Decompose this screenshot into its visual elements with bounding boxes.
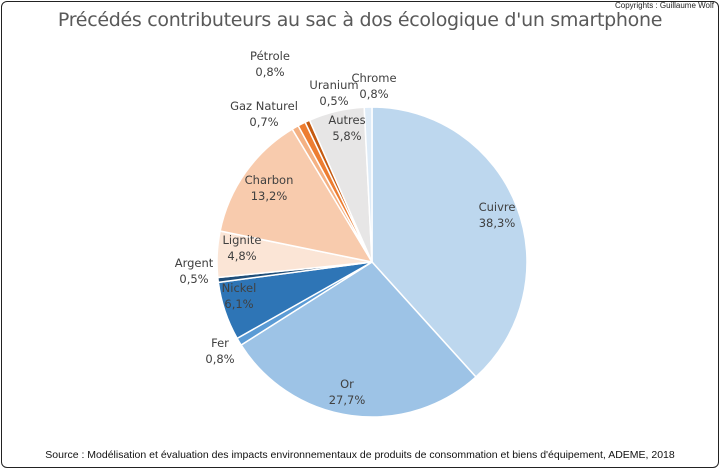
slice-name: Autres: [328, 113, 366, 127]
slice-value: 0,8%: [255, 65, 285, 79]
data-label: Autres 5,8%: [328, 112, 365, 144]
slice-value: 5,8%: [332, 129, 362, 143]
data-label: Argent 0,5%: [175, 255, 214, 287]
slice-value: 27,7%: [328, 393, 366, 407]
pie-slice-or: [240, 261, 478, 418]
data-label: Uranium 0,5%: [309, 77, 358, 109]
pie-slice-cuivre: [371, 106, 528, 379]
data-label: Cuivre 38,3%: [479, 199, 516, 231]
slice-name: Argent: [174, 256, 214, 270]
slice-value: 0,7%: [249, 115, 279, 129]
slice-value: 0,5%: [179, 272, 209, 286]
slice-value: 6,1%: [224, 297, 254, 311]
slice-name: Or: [340, 377, 354, 391]
slice-name: Gaz Naturel: [230, 99, 298, 113]
slice-value: 0,8%: [205, 352, 235, 366]
slice-name: Uranium: [309, 78, 359, 92]
chart-title: Précédés contributeurs au sac à dos écol…: [57, 9, 663, 31]
source-note: Source : Modélisation et évaluation des …: [45, 449, 675, 461]
data-label: Chrome 0,8%: [351, 70, 396, 102]
data-label: Charbon 13,2%: [245, 172, 294, 204]
data-label: Or 27,7%: [329, 376, 366, 408]
slice-name: Fer: [211, 336, 229, 350]
copyright: Copyrights : Guillaume Wolf: [615, 1, 714, 10]
slice-value: 0,8%: [359, 87, 389, 101]
data-label: Lignite 4,8%: [223, 232, 262, 264]
slice-value: 4,8%: [227, 249, 257, 263]
data-label: Fer 0,8%: [205, 335, 234, 367]
pie-slice-chrome: [363, 106, 373, 263]
slice-name: Charbon: [244, 173, 294, 187]
slice-name: Chrome: [351, 71, 397, 85]
slice-name: Cuivre: [478, 200, 516, 214]
slice-value: 13,2%: [250, 189, 288, 203]
slice-name: Pétrole: [250, 49, 290, 63]
data-label: Gaz Naturel 0,7%: [230, 98, 298, 130]
data-label: Nickel 6,1%: [222, 280, 257, 312]
pie-slice-charbon: [219, 128, 374, 264]
slice-name: Nickel: [221, 281, 257, 295]
data-label: Pétrole 0,8%: [250, 48, 290, 80]
slice-value: 38,3%: [478, 216, 516, 230]
slice-name: Lignite: [222, 233, 262, 247]
slice-value: 0,5%: [319, 94, 349, 108]
